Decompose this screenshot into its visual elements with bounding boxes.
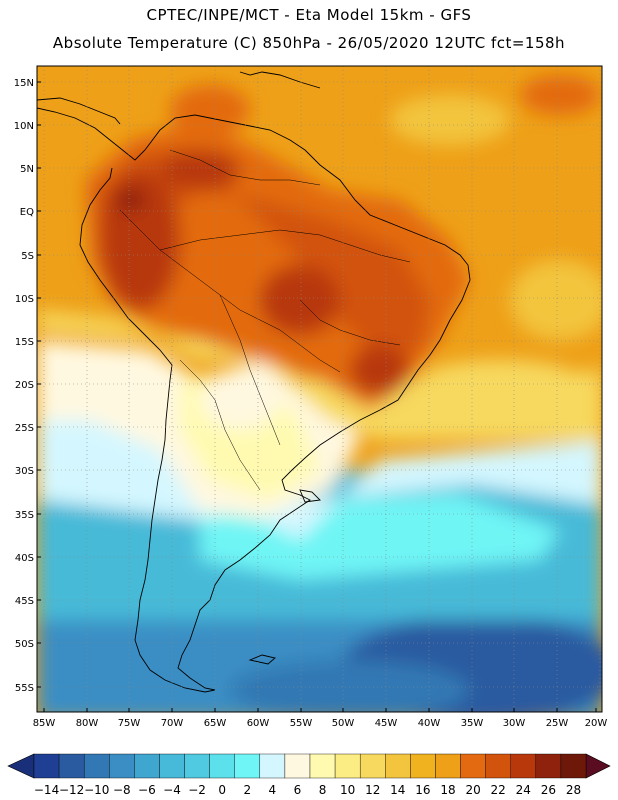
lon-label: 40W	[418, 718, 441, 729]
colorbar-low-arrow	[7, 753, 35, 779]
colorbar-label: 28	[566, 783, 581, 797]
colorbar: −14 −12 −10 −8 −6 −4 −2 0 2 4 6 8 10 12 14 16 18 20 22 24 26…	[7, 753, 611, 797]
colorbar-segment	[58, 753, 85, 779]
lat-label: 55S	[15, 683, 34, 694]
lat-label: 35S	[15, 510, 34, 521]
colorbar-segment	[460, 753, 486, 779]
lat-label: 5N	[20, 164, 34, 175]
coastline-falklands	[248, 654, 276, 665]
lon-label: 20W	[585, 718, 608, 729]
colorbar-label: 2	[243, 783, 251, 797]
lon-label: 50W	[332, 718, 355, 729]
lat-label: 10S	[15, 294, 34, 305]
colorbar-segment	[83, 753, 110, 779]
colorbar-label: 16	[415, 783, 430, 797]
lon-label: 55W	[290, 718, 313, 729]
temperature-field	[37, 66, 602, 712]
lat-label: 10N	[14, 121, 34, 132]
lon-label: 60W	[247, 718, 270, 729]
latitude-axis: 15N 10N 5N EQ 5S 10S 15S 20S 25S 30S 35S…	[14, 78, 41, 694]
lon-label: 85W	[33, 718, 56, 729]
colorbar-segment	[560, 753, 587, 779]
colorbar-segment	[334, 753, 361, 779]
lat-label: 40S	[15, 553, 34, 564]
colorbar-label: −10	[84, 783, 109, 797]
colorbar-label: 14	[390, 783, 405, 797]
coastlines	[37, 71, 471, 693]
colorbar-segment	[435, 753, 461, 779]
colorbar-segment	[485, 753, 511, 779]
lon-label: 65W	[204, 718, 227, 729]
title-line-1: CPTEC/INPE/MCT - Eta Model 15km - GFS	[146, 6, 472, 24]
lat-label: 45S	[15, 596, 34, 607]
colorbar-label: 20	[465, 783, 480, 797]
map-frame	[36, 65, 603, 713]
colorbar-label: −4	[163, 783, 181, 797]
colorbar-label: 10	[340, 783, 355, 797]
colorbar-segment	[209, 753, 235, 779]
colorbar-segment	[33, 753, 60, 779]
field-hot-core-west	[100, 170, 180, 310]
coastline-central-america	[37, 97, 121, 125]
colorbar-high-arrow	[585, 753, 611, 779]
colorbar-segment	[359, 753, 386, 779]
colorbar-segment	[134, 753, 160, 779]
colorbar-label: −2	[188, 783, 206, 797]
title-line-2: Absolute Temperature (C) 850hPa - 26/05/…	[52, 34, 566, 52]
coastline-south-america	[37, 107, 471, 693]
colorbar-segment	[284, 753, 311, 779]
lat-label: 5S	[21, 251, 34, 262]
colorbar-label: 12	[365, 783, 380, 797]
colorbar-segment	[259, 753, 286, 779]
lat-label: EQ	[20, 207, 34, 218]
lat-label: 50S	[15, 639, 34, 650]
colorbar-segment	[309, 753, 336, 779]
colorbar-label: 8	[319, 783, 327, 797]
colorbar-label: 26	[541, 783, 556, 797]
colorbar-segment	[385, 753, 411, 779]
lon-label: 25W	[546, 718, 569, 729]
colorbar-label: 22	[491, 783, 506, 797]
lat-label: 20S	[15, 380, 34, 391]
longitude-axis: 85W 80W 75W 70W 65W 60W 55W 50W 45W 40W …	[33, 708, 608, 729]
lat-label: 15S	[15, 337, 34, 348]
colorbar-segment	[234, 753, 261, 779]
colorbar-segment	[109, 753, 135, 779]
colorbar-segment	[510, 753, 537, 779]
colorbar-label: −8	[113, 783, 131, 797]
lon-label: 30W	[503, 718, 526, 729]
lat-label: 30S	[15, 466, 34, 477]
colorbar-segment	[184, 753, 210, 779]
colorbar-label: 6	[294, 783, 302, 797]
lon-label: 80W	[76, 718, 99, 729]
colorbar-label: 24	[516, 783, 531, 797]
colorbar-segment	[535, 753, 562, 779]
lat-label: 25S	[15, 423, 34, 434]
colorbar-label: −12	[59, 783, 84, 797]
lat-label: 15N	[14, 78, 34, 89]
lon-label: 45W	[375, 718, 398, 729]
lon-label: 35W	[461, 718, 484, 729]
colorbar-segment	[159, 753, 185, 779]
colorbar-label: 18	[440, 783, 455, 797]
coastline-rio-de-la-plata	[299, 489, 321, 503]
colorbar-label: 0	[218, 783, 226, 797]
colorbar-segment	[410, 753, 436, 779]
colorbar-label: −14	[34, 783, 59, 797]
lon-label: 75W	[118, 718, 141, 729]
lon-label: 70W	[161, 718, 184, 729]
colorbar-label: 4	[269, 783, 277, 797]
colorbar-label: −6	[138, 783, 156, 797]
